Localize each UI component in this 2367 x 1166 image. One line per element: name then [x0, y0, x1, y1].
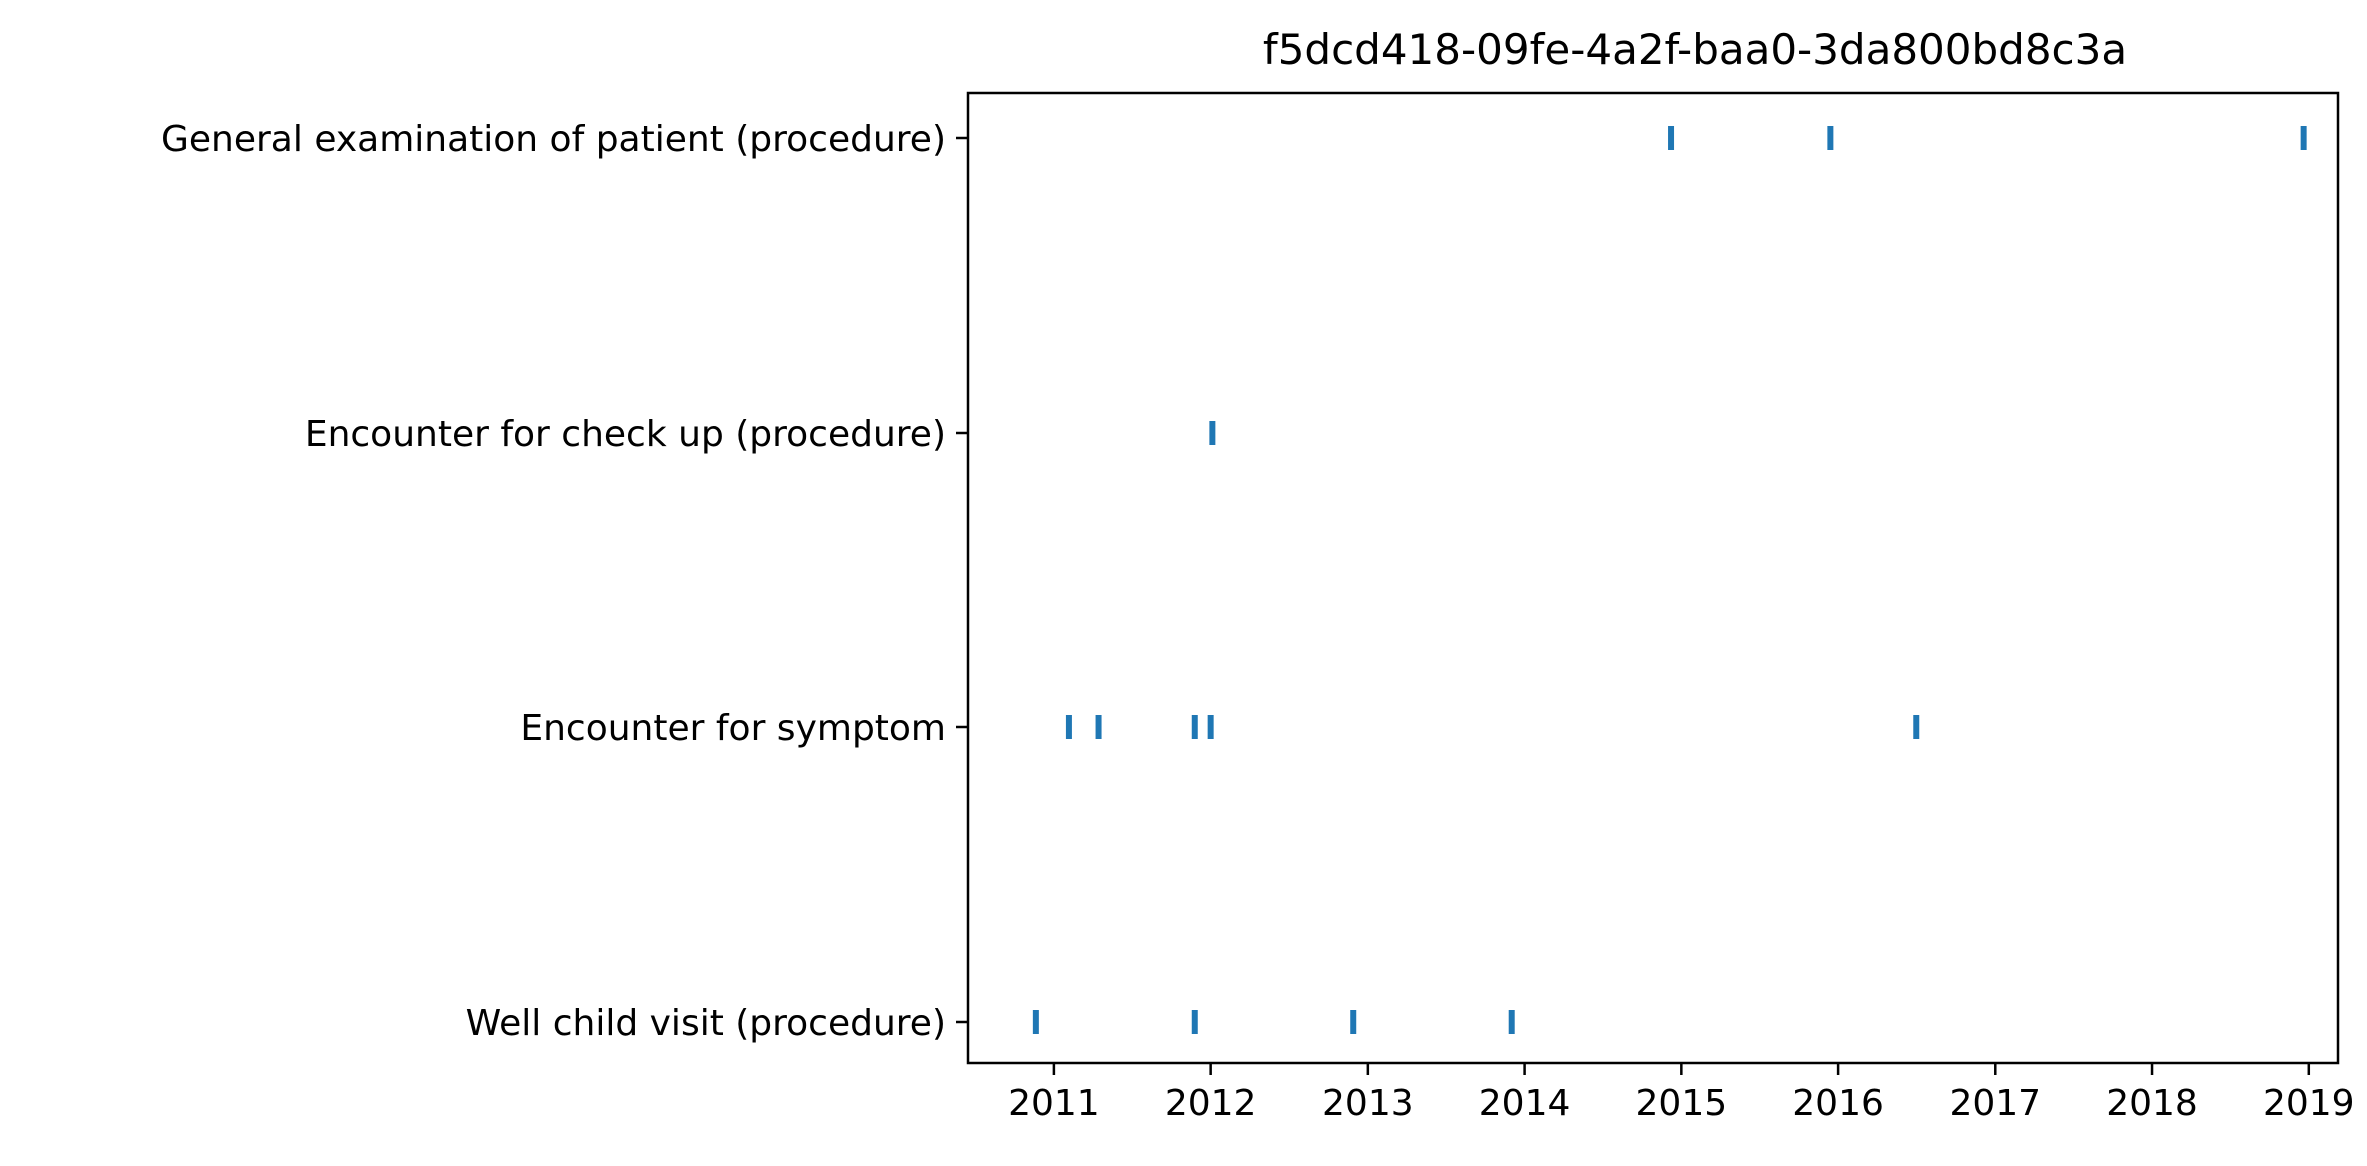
- y-tick-label: Encounter for symptom: [520, 708, 946, 749]
- x-tick-label: 2015: [1636, 1083, 1728, 1124]
- y-tick-label: Well child visit (procedure): [466, 1003, 946, 1044]
- x-tick-label: 2016: [1792, 1083, 1884, 1124]
- x-tick-label: 2017: [1949, 1083, 2041, 1124]
- y-axis: Well child visit (procedure) Encounter fo…: [161, 119, 968, 1044]
- x-tick-label: 2013: [1322, 1083, 1414, 1124]
- x-axis: 2011 2012 2013 2014 2015 2016 2017 2018 2019: [1008, 1063, 2355, 1124]
- plot-frame: [966, 91, 2340, 1065]
- x-tick-label: 2019: [2263, 1083, 2355, 1124]
- x-tick-label: 2011: [1008, 1083, 1100, 1124]
- chart-title: f5dcd418-09fe-4a2f-baa0-3da800bd8c3a: [1263, 25, 2127, 74]
- y-tick-label: Encounter for check up (procedure): [305, 414, 946, 455]
- plot-marks: [1032, 126, 2307, 1034]
- x-tick-label: 2018: [2106, 1083, 2198, 1124]
- x-tick-label: 2012: [1165, 1083, 1257, 1124]
- x-tick-label: 2014: [1479, 1083, 1571, 1124]
- y-tick-label: General examination of patient (procedur…: [161, 119, 946, 160]
